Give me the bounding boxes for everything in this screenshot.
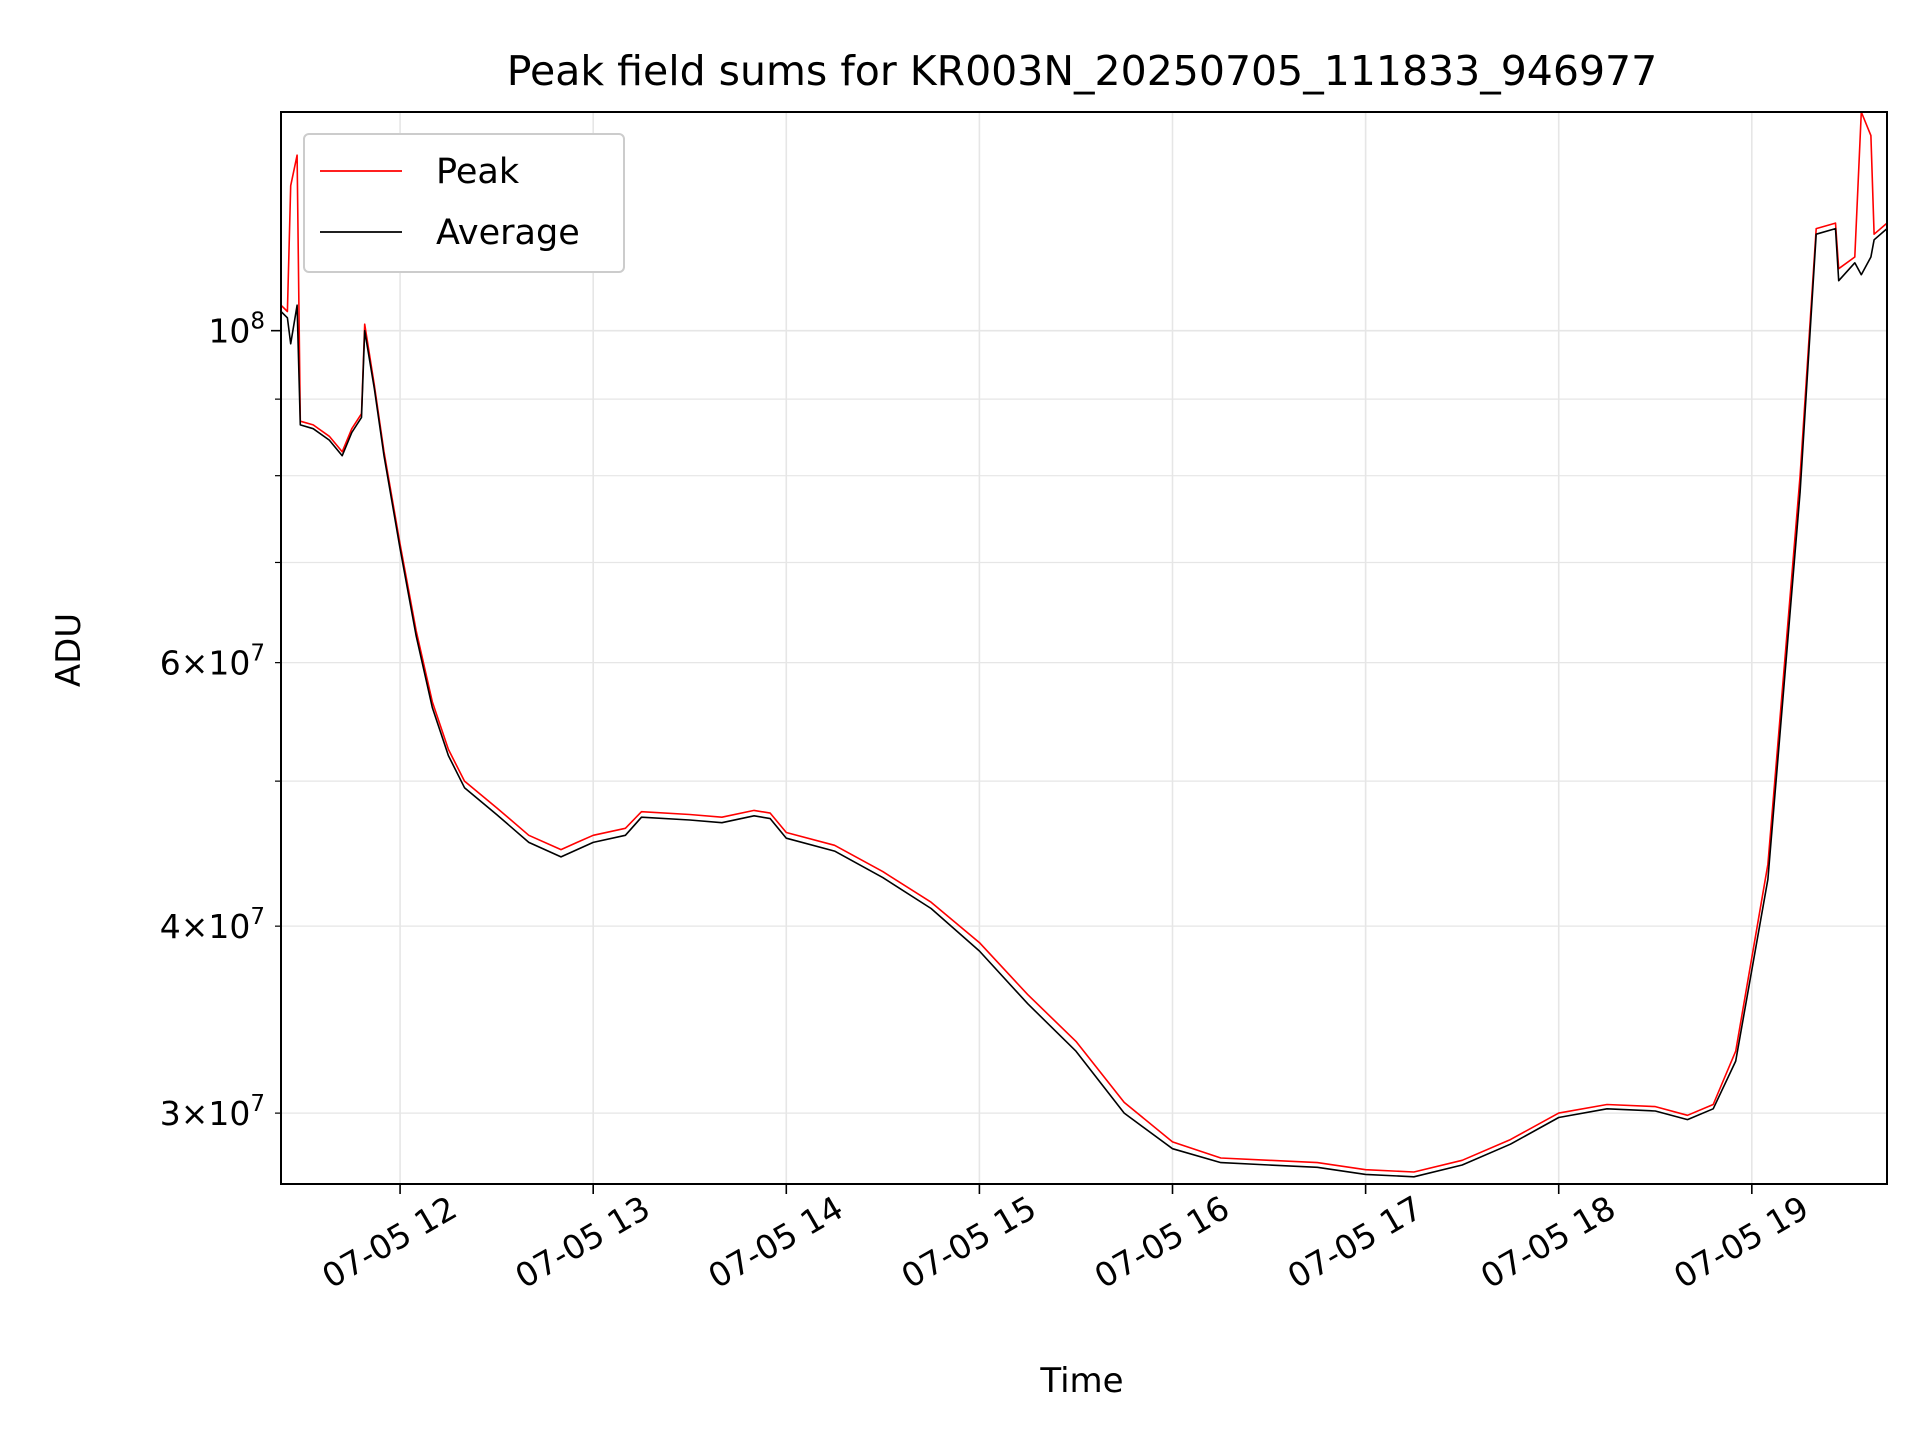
series-layer xyxy=(280,111,1888,1178)
plot-frame xyxy=(280,111,1888,1185)
legend-label-average: Average xyxy=(436,213,580,253)
chart-title: Peak field sums for KR003N_20250705_1118… xyxy=(507,47,1657,95)
legend-box xyxy=(303,133,625,273)
y-minor-tick-label: 6×107 xyxy=(160,641,265,683)
series-line-peak xyxy=(280,111,1888,1173)
y-axis-label: ADU xyxy=(49,613,89,687)
legend: Peak Average xyxy=(303,133,625,273)
grid-layer xyxy=(281,112,1887,1184)
x-axis-label: Time xyxy=(1039,1361,1123,1401)
series-line-average xyxy=(280,227,1888,1178)
y-tick-label: 108 xyxy=(208,309,265,351)
y-minor-tick-label: 4×107 xyxy=(160,904,265,946)
y-minor-tick-label: 3×107 xyxy=(160,1091,265,1133)
legend-label-peak: Peak xyxy=(436,152,520,192)
y-axis: 108 3×107 4×107 6×107 xyxy=(160,309,281,1133)
